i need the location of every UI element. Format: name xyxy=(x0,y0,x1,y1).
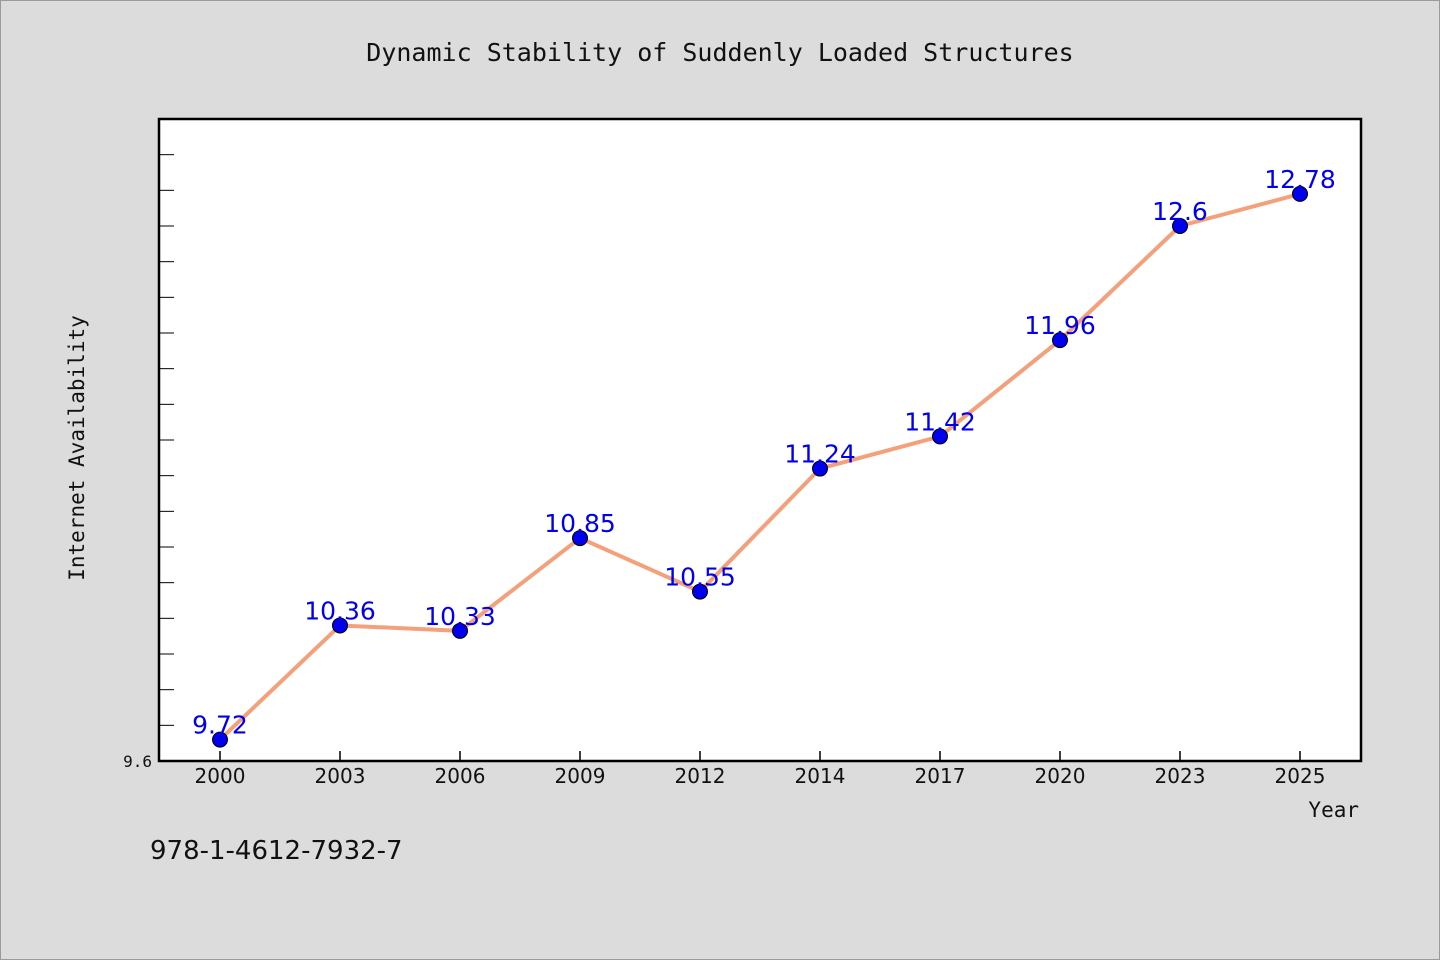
data-label: 10.55 xyxy=(664,563,736,592)
data-label: 10.85 xyxy=(544,509,616,538)
x-tick-label: 2020 xyxy=(1035,764,1086,788)
series-line xyxy=(218,191,1301,742)
data-point xyxy=(932,428,948,445)
data-point xyxy=(692,583,708,600)
data-label: 11.24 xyxy=(784,440,856,469)
data-label: 12.78 xyxy=(1264,165,1336,194)
x-axis-label: Year xyxy=(1308,798,1359,822)
x-tick-label: 2003 xyxy=(315,764,366,788)
data-point xyxy=(212,731,228,748)
data-label: 10.33 xyxy=(424,602,496,631)
y-axis-ticks xyxy=(159,154,174,726)
x-tick-label: 2006 xyxy=(435,764,486,788)
data-label: 11.96 xyxy=(1024,311,1096,340)
data-point xyxy=(332,617,348,634)
data-label: 11.42 xyxy=(904,407,976,436)
x-tick-label: 2014 xyxy=(795,764,846,788)
data-point xyxy=(1292,185,1308,202)
series-layer: 9.72 10.36 10.33 10.85 10.55 11.24 11.42 11.96 1… xyxy=(192,165,1336,748)
plot-area xyxy=(157,117,1363,763)
x-tick-label: 2023 xyxy=(1155,764,1206,788)
y-axis-label: Internet Availability xyxy=(65,315,89,581)
x-tick-label: 2009 xyxy=(555,764,606,788)
chart-title: Dynamic Stability of Suddenly Loaded Str… xyxy=(366,38,1073,67)
x-tick-label: 2000 xyxy=(195,764,246,788)
data-point xyxy=(452,622,468,639)
data-point xyxy=(812,460,828,477)
data-point xyxy=(1172,218,1188,234)
x-tick-label: 2017 xyxy=(915,764,966,788)
data-label: 10.36 xyxy=(304,596,376,625)
isbn-label: 978-1-4612-7932-7 xyxy=(150,836,403,866)
x-tick-label: 2025 xyxy=(1275,764,1326,788)
data-point xyxy=(1052,332,1068,349)
data-label: 9.72 xyxy=(192,711,248,740)
data-label: 12.6 xyxy=(1152,197,1208,226)
y-tick-label: 9.6 xyxy=(123,752,152,771)
x-tick-label: 2012 xyxy=(675,764,726,788)
x-axis-ticks: 2000 2003 2006 2009 2012 2014 2017 2020 2023 2025 xyxy=(195,751,1326,788)
data-point xyxy=(572,530,588,547)
